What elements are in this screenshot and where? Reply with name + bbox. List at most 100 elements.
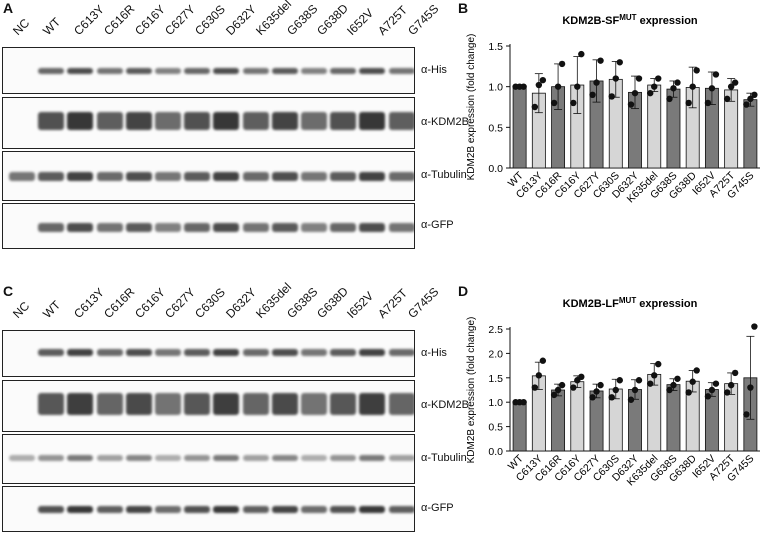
data-point <box>651 83 658 90</box>
blot-band <box>38 349 65 356</box>
data-point <box>674 375 681 382</box>
blot-band <box>38 393 65 415</box>
blot-band <box>155 172 181 181</box>
blot-band <box>301 112 327 130</box>
data-point <box>570 99 577 107</box>
blot-band <box>242 172 269 181</box>
data-point <box>531 384 539 391</box>
blot-band <box>242 68 269 74</box>
data-point <box>647 380 654 387</box>
bar <box>647 84 662 169</box>
blot-band <box>213 506 240 513</box>
blot-band <box>388 506 414 513</box>
blot-band <box>38 455 65 461</box>
y-tick-label: 0.0 <box>488 446 503 458</box>
blot-band <box>96 506 123 513</box>
lane-label: WT <box>40 297 64 321</box>
blot-band <box>359 172 386 181</box>
bar <box>512 86 527 169</box>
blot-band <box>67 455 94 461</box>
blot-band <box>155 506 181 513</box>
blot-band <box>125 68 152 74</box>
data-point <box>747 95 754 103</box>
blot-band <box>96 349 123 356</box>
blot-band <box>242 455 269 461</box>
blot-band <box>242 112 269 130</box>
blot-band <box>213 349 240 356</box>
antibody-label: α-Tubulin <box>421 452 467 464</box>
blot-band <box>213 112 240 130</box>
blot-band <box>359 506 386 513</box>
lane-label: C616R <box>101 284 138 321</box>
data-point <box>708 85 716 92</box>
blot-band <box>67 172 94 181</box>
blot-band <box>242 223 269 232</box>
data-point <box>647 89 654 97</box>
lane-label: A725T <box>374 3 410 38</box>
data-point <box>593 79 600 86</box>
bar <box>743 99 758 169</box>
data-point <box>743 411 750 418</box>
blot-band <box>96 68 123 74</box>
blot-band <box>38 112 65 130</box>
data-point <box>539 357 547 364</box>
data-point <box>635 75 643 82</box>
blot-band <box>301 172 327 181</box>
blot-band <box>213 393 240 415</box>
blot-band <box>125 172 152 181</box>
blot-band <box>67 223 94 232</box>
bar <box>551 389 566 452</box>
lane-label: G745S <box>405 284 442 321</box>
y-tick-label: 0.5 <box>488 422 503 434</box>
data-point <box>631 89 639 97</box>
blot-band <box>96 223 123 232</box>
y-tick-label: 0.5 <box>488 122 503 134</box>
blot-strip <box>2 486 415 532</box>
blot-band <box>96 112 123 130</box>
antibody-label: α-KDM2B <box>421 399 469 411</box>
lane-label: C613Y <box>70 2 107 39</box>
data-point <box>751 91 758 99</box>
data-point <box>616 59 623 66</box>
data-point <box>550 99 558 107</box>
data-point <box>589 394 596 401</box>
antibody-label: α-GFP <box>421 502 454 514</box>
data-point <box>535 81 543 89</box>
data-point <box>570 384 577 391</box>
blot-band <box>38 172 65 181</box>
data-point <box>554 386 562 394</box>
blot-strip <box>2 97 415 149</box>
blot-band <box>271 349 298 356</box>
lane-label: D632Y <box>222 2 259 39</box>
data-point <box>685 99 692 107</box>
y-tick-label: 1.5 <box>488 41 503 53</box>
lane-label: NC <box>10 298 33 321</box>
y-tick-label: 1.0 <box>488 397 503 409</box>
blot-band <box>155 68 181 74</box>
data-point <box>612 386 619 394</box>
y-tick-label: 1.0 <box>488 82 503 94</box>
blot-band <box>330 349 357 356</box>
blot-strip <box>2 151 415 201</box>
lane-label: NC <box>10 15 33 38</box>
blot-band <box>213 223 240 232</box>
data-point <box>539 76 547 84</box>
data-point <box>723 95 731 103</box>
lane-label: G745S <box>405 1 442 39</box>
data-point <box>685 389 692 396</box>
blot-strip <box>2 380 415 432</box>
data-point <box>751 323 758 330</box>
data-point <box>670 85 677 92</box>
y-axis-label: KDM2B expression (fold change) <box>466 317 477 464</box>
blot-band <box>184 506 211 513</box>
blot-band <box>184 393 211 415</box>
blot-band <box>388 172 414 181</box>
blot-strip <box>2 47 415 94</box>
blot-band <box>125 223 152 232</box>
data-point <box>651 372 658 379</box>
data-point <box>712 71 720 78</box>
blot-band <box>388 112 414 130</box>
blot-band <box>330 506 357 513</box>
data-point <box>612 75 619 82</box>
blot-band <box>330 68 357 74</box>
